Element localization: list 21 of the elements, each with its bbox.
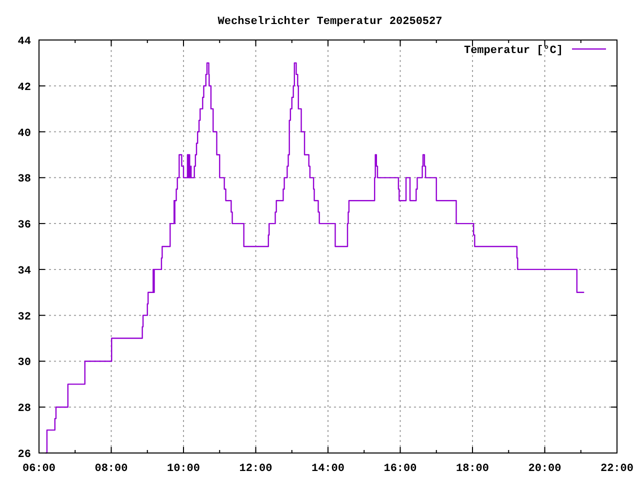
- y-tick-label: 36: [18, 220, 31, 232]
- legend-label: Temperatur [°C]: [464, 45, 563, 57]
- y-tick-label: 34: [18, 265, 32, 278]
- x-tick-label: 14:00: [311, 463, 345, 475]
- x-tick-label: 16:00: [384, 463, 417, 475]
- y-tick-label: 32: [18, 311, 31, 324]
- x-tick-label: 20:00: [528, 463, 562, 475]
- y-tick-label: 38: [18, 174, 32, 186]
- x-tick-label: 08:00: [94, 463, 128, 475]
- chart-title: Wechselrichter Temperatur 20250527: [218, 16, 442, 28]
- y-tick-label: 28: [18, 403, 32, 416]
- x-tick-label: 12:00: [239, 463, 272, 475]
- x-tick-label: 18:00: [456, 463, 490, 475]
- x-tick-label: 10:00: [166, 463, 200, 475]
- y-tick-label: 26: [18, 449, 31, 461]
- x-tick-label: 22:00: [600, 463, 634, 475]
- x-tick-label: 06:00: [22, 463, 56, 475]
- y-tick-label: 42: [18, 82, 31, 94]
- y-tick-label: 44: [18, 36, 32, 48]
- y-tick-label: 40: [18, 128, 31, 140]
- y-tick-label: 30: [18, 357, 31, 370]
